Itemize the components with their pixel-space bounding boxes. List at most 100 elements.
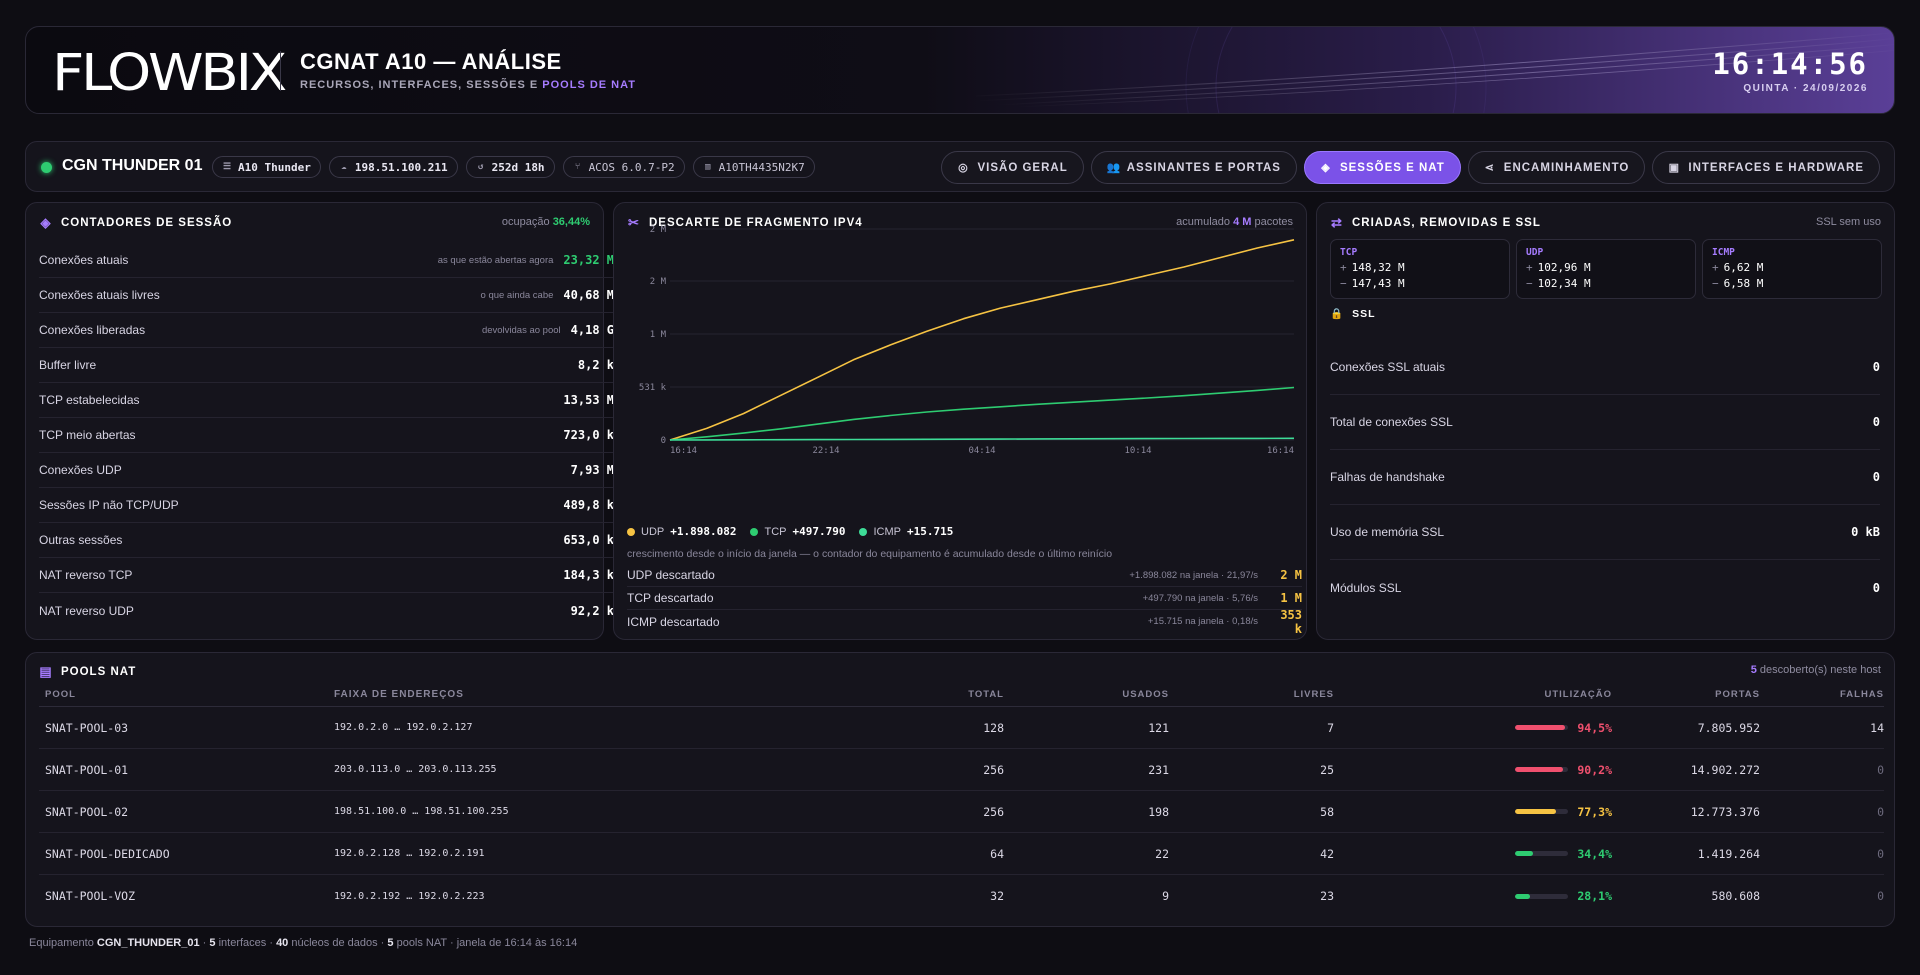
utilization-bar-fill (1515, 725, 1566, 730)
tab-sessoes-nat[interactable]: ◈ SESSÕES E NAT (1303, 151, 1461, 184)
row-value: 8,2 k (577, 358, 614, 372)
panel-title: ⇄ CRIADAS, REMOVIDAS E SSL (1331, 215, 1541, 230)
column-header[interactable]: FALHAS (1840, 689, 1884, 700)
clock-time: 16:14:56 (1712, 47, 1868, 81)
ssl-row: Conexões SSL atuais 0 (1330, 340, 1880, 395)
row-hint: +497.790 na janela · 5,76/s (1142, 592, 1258, 604)
pool-name: SNAT-POOL-03 (45, 720, 129, 735)
row-label: TCP estabelecidas (39, 393, 140, 407)
tab-visao-geral[interactable]: ◎ VISÃO GERAL (941, 151, 1084, 184)
pool-range: 192.0.2.192 … 192.0.2.223 (334, 890, 485, 902)
device-chip: ☁ 198.51.100.211 (328, 156, 458, 178)
session-row: Conexões atuais livres o que ainda cabe 40… (39, 278, 614, 313)
pool-utilization: 77,3% (1334, 805, 1612, 819)
panel-fragment-drops: ✂ DESCARTE DE FRAGMENTO IPV4 acumulado 4… (613, 202, 1307, 640)
pool-used: 121 (1148, 720, 1169, 735)
users-icon: 👥 (1106, 162, 1122, 174)
utilization-bar-fill (1515, 767, 1563, 772)
pool-range: 198.51.100.0 … 198.51.100.255 (334, 806, 509, 817)
tab-encaminhamento[interactable]: ⋖ ENCAMINHAMENTO (1467, 151, 1646, 184)
utilization-bar (1515, 851, 1568, 856)
legend-item: UDP +1.898.082 (627, 525, 736, 538)
row-value: 1 M (1280, 591, 1302, 605)
row-value: 184,3 k (563, 568, 614, 582)
pool-range: 192.0.2.128 … 192.0.2.191 (334, 848, 485, 859)
table-row[interactable]: SNAT-POOL-01 203.0.113.0 … 203.0.113.255 2… (39, 749, 1884, 791)
fragment-row: UDP descartado +1.898.082 na janela · 21,… (627, 564, 1302, 587)
plus-icon: + (1712, 261, 1719, 274)
y-tick-label: 2 M (650, 225, 667, 235)
chip-text: ACOS 6.0.7-P2 (588, 160, 675, 174)
column-header[interactable]: LIVRES (1293, 689, 1334, 700)
utilization-bar (1515, 809, 1568, 814)
table-row[interactable]: SNAT-POOL-03 192.0.2.0 … 192.0.2.127 128 12… (39, 707, 1884, 749)
panel-meta: 5 descoberto(s) neste host (1750, 664, 1881, 676)
row-value: 23,32 M (563, 253, 614, 267)
legend-total: +1.898.082 (670, 525, 737, 538)
row-label: Total de conexões SSL (1330, 415, 1453, 429)
chip-text: 252d 18h (491, 160, 545, 174)
panel-nat-pools: ▤ POOLS NAT 5 descoberto(s) neste host P… (25, 652, 1895, 927)
created-line: +102,96 M (1526, 261, 1686, 274)
panel-created-removed-ssl: ⇄ CRIADAS, REMOVIDAS E SSL SSL sem uso T… (1316, 202, 1895, 640)
table-row[interactable]: SNAT-POOL-VOZ 192.0.2.192 … 192.0.2.223 32… (39, 875, 1884, 917)
pool-free: 58 (1320, 804, 1334, 819)
row-label: Sessões IP não TCP/UDP (39, 498, 179, 512)
table-row[interactable]: SNAT-POOL-02 198.51.100.0 … 198.51.100.25… (39, 791, 1884, 833)
fragment-row: TCP descartado +497.790 na janela · 5,76/… (627, 587, 1302, 610)
column-header[interactable]: UTILIZAÇÃO (1544, 689, 1612, 700)
pool-failures: 0 (1877, 762, 1884, 777)
column-header[interactable]: TOTAL (968, 689, 1004, 700)
protocol-name: UDP (1526, 247, 1544, 258)
tab-assinantes-portas[interactable]: 👥 ASSINANTES E PORTAS (1090, 151, 1297, 184)
column-header[interactable]: USADOS (1122, 689, 1169, 700)
chip-text: A10 Thunder (238, 160, 311, 174)
column-header[interactable]: FAIXA DE ENDEREÇOS (334, 689, 464, 700)
row-label: Uso de memória SSL (1330, 525, 1445, 539)
protocol-box: TCP +148,32 M −147,43 M (1330, 239, 1510, 299)
pool-failures: 0 (1877, 889, 1884, 903)
row-value: 13,53 M (563, 393, 614, 407)
session-list: Conexões atuais as que estão abertas agor… (39, 243, 614, 628)
column-header[interactable]: PORTAS (1715, 689, 1760, 700)
column-header[interactable]: POOL (45, 689, 76, 700)
tab-label: VISÃO GERAL (977, 161, 1068, 174)
table-header: POOL FAIXA DE ENDEREÇOS TOTAL USADOS LIVRES U… (39, 683, 1884, 707)
legend-swatch (859, 527, 868, 536)
ssl-row: Uso de memória SSL 0 kB (1330, 505, 1880, 560)
utilization-value: 90,2% (1577, 762, 1612, 777)
pool-free: 25 (1320, 762, 1334, 777)
pool-total: 64 (990, 846, 1004, 861)
device-bar: CGN THUNDER 01 ☰ A10 Thunder ☁ 198.51.100.2… (25, 141, 1895, 192)
row-value: 92,2 k (570, 603, 614, 618)
utilization-bar (1515, 893, 1568, 899)
pool-ports: 12.773.376 (1690, 804, 1760, 819)
panel-session-counters: ◈ CONTADORES DE SESSÃO ocupação 36,44% C… (25, 202, 614, 640)
row-label: NAT reverso UDP (39, 603, 134, 618)
legend-label: TCP (764, 525, 787, 538)
table-icon: ▤ (39, 664, 53, 679)
branch-icon: ⑂ (574, 162, 581, 172)
row-value: 2 M (1280, 568, 1302, 582)
session-row: TCP estabelecidas 13,53 M (39, 383, 614, 418)
tab-label: ASSINANTES E PORTAS (1126, 161, 1281, 174)
pool-name: SNAT-POOL-DEDICADO (45, 846, 170, 861)
table-row[interactable]: SNAT-POOL-DEDICADO 192.0.2.128 … 192.0.2.… (39, 833, 1884, 875)
session-row: NAT reverso UDP 92,2 k (39, 593, 614, 628)
plus-icon: + (1526, 261, 1533, 274)
row-label: Conexões SSL atuais (1330, 360, 1445, 374)
row-label: TCP descartado (627, 591, 714, 605)
panel-meta: acumulado 4 M pacotes (1176, 216, 1293, 228)
pool-failures: 14 (1870, 720, 1884, 735)
header-decoration (976, 27, 1894, 113)
row-label: Outras sessões (39, 533, 123, 547)
row-label: Buffer livre (39, 358, 97, 372)
pool-free: 7 (1327, 720, 1334, 735)
utilization-bar-fill (1515, 809, 1556, 814)
row-label: Conexões atuais (39, 253, 129, 267)
row-value: 723,0 k (563, 428, 614, 442)
tab-label: ENCAMINHAMENTO (1503, 161, 1630, 174)
tab-label: SESSÕES E NAT (1339, 161, 1445, 174)
tab-interfaces-hardware[interactable]: ▣ INTERFACES E HARDWARE (1652, 151, 1880, 184)
row-value: 0 kB (1851, 525, 1880, 539)
